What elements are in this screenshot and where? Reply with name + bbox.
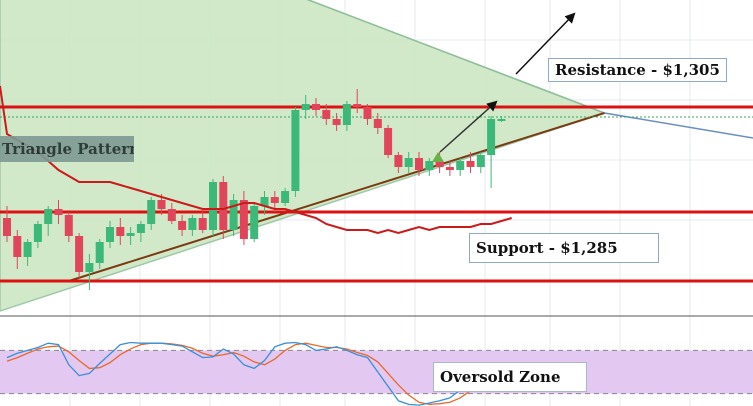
candle-body	[363, 107, 372, 119]
candle-body	[209, 182, 217, 230]
trend-line-upper-extension	[604, 112, 753, 139]
candle-body	[425, 161, 434, 170]
candle-body	[312, 104, 320, 110]
candle-body	[219, 182, 228, 230]
candle-body	[384, 128, 393, 155]
candle-body	[116, 227, 125, 236]
candle-body	[188, 218, 197, 230]
candle-body	[85, 263, 94, 272]
candle-body	[497, 119, 506, 121]
candle-body	[394, 155, 403, 167]
candle-body	[301, 104, 310, 110]
candle-body	[147, 200, 156, 224]
candle-body	[291, 110, 300, 191]
candle-body	[270, 197, 279, 203]
candle-body	[126, 233, 135, 236]
oversold-zone-band	[0, 350, 753, 394]
candle-body	[487, 119, 496, 155]
candle-body	[198, 218, 207, 230]
candle-body	[178, 221, 187, 230]
stochastic-d-line	[6, 342, 482, 406]
resistance-label: Resistance - $1,305	[548, 58, 727, 82]
stochastic-k-line	[6, 341, 482, 406]
candle-body	[353, 104, 362, 107]
candle-body	[250, 206, 259, 239]
triangle-pattern-label: Triangle Pattern	[0, 136, 134, 162]
candle-body	[466, 161, 475, 167]
candle-body	[281, 191, 290, 203]
projection-arrow-icon	[439, 100, 498, 153]
candles	[3, 89, 506, 290]
candle-body	[106, 227, 114, 242]
candle-body	[136, 224, 145, 233]
candle-body	[13, 236, 22, 257]
price-levels	[0, 105, 753, 283]
candle-body	[342, 104, 351, 125]
candle-body	[476, 155, 485, 167]
candle-body	[44, 209, 53, 224]
candle-body	[239, 200, 248, 239]
annotations	[432, 12, 576, 162]
candle-body	[445, 167, 454, 170]
candle-body	[229, 200, 238, 230]
candle-body	[435, 161, 444, 167]
trend-line-lower	[68, 112, 605, 282]
candle-body	[456, 161, 465, 170]
candle-body	[260, 197, 269, 206]
candle-body	[167, 209, 176, 221]
candle-body	[404, 158, 413, 167]
candle-body	[64, 215, 73, 236]
support-label: Support - $1,285	[469, 233, 659, 263]
candle-body	[23, 242, 32, 257]
candle-body	[54, 209, 63, 215]
candle-body	[33, 224, 42, 242]
up-arrow-icon	[515, 12, 576, 75]
triangle-marker-icon	[432, 152, 444, 162]
moving-average-line	[0, 85, 512, 235]
candle-body	[157, 200, 166, 209]
candle-body	[95, 242, 104, 263]
candle-body	[332, 119, 341, 125]
oversold-zone-label: Oversold Zone	[433, 362, 587, 392]
candle-body	[373, 119, 382, 128]
trend-line-upper	[306, 0, 605, 114]
candle-body	[3, 218, 11, 236]
candle-body	[415, 158, 423, 170]
candle-body	[322, 110, 331, 119]
candle-body	[75, 236, 84, 272]
